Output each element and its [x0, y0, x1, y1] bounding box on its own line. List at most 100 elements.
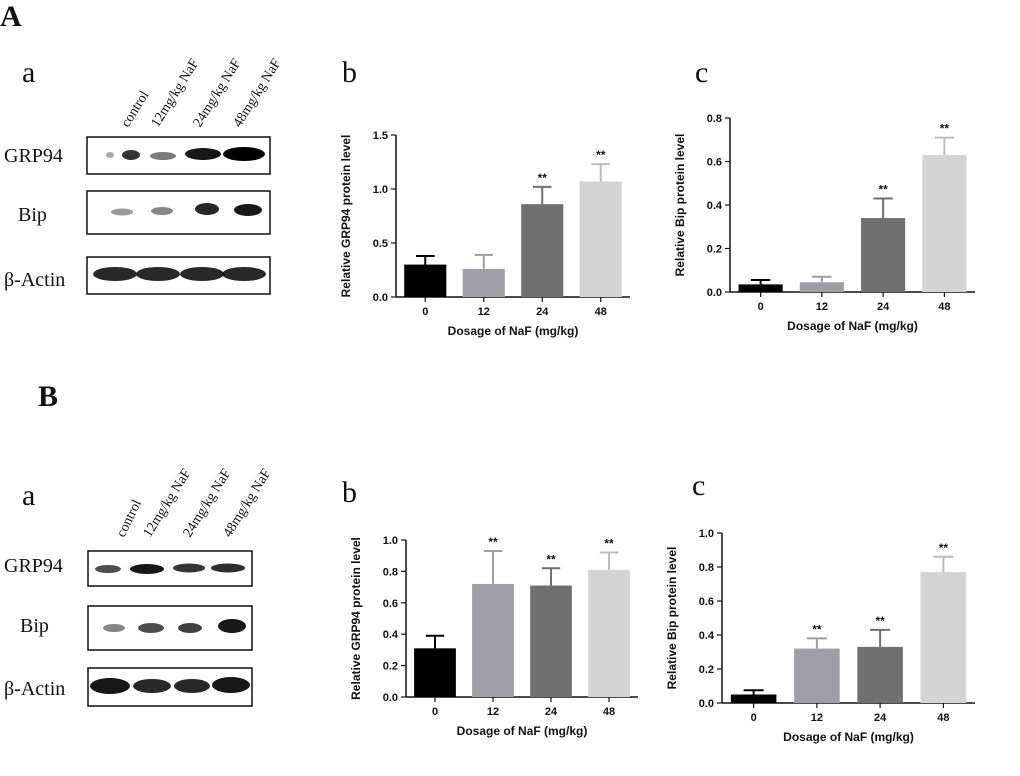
band-bip-B-3 [218, 619, 246, 633]
blot-row-label-bip: Bip [18, 204, 47, 226]
bar-0 [414, 648, 456, 697]
bar-24 [521, 204, 564, 297]
chart-B-b-grp94: 0.0 0.2 0.4 0.6 0.8 1.0 0 12 ** 24 ** 48 ** Dosage of… [349, 535, 638, 738]
band-grp94-B-3 [211, 563, 245, 573]
bar-24 [530, 585, 572, 697]
y-tick-label: 0.6 [699, 596, 714, 608]
bar-12 [799, 282, 844, 292]
x-tick-label: 48 [595, 306, 607, 318]
bar-24 [861, 218, 906, 292]
y-tick-label: 0.6 [383, 598, 398, 610]
lane-label-control: control [119, 88, 153, 130]
significance-label: ** [546, 552, 556, 566]
y-tick-label: 1.0 [699, 528, 714, 540]
blot-row-label-actin: β-Actin [4, 678, 65, 700]
x-tick-label: 24 [874, 712, 887, 724]
blot-row-label-bip: Bip [20, 615, 49, 637]
y-tick-label: 1.0 [373, 184, 388, 196]
band-actin-B-0 [90, 678, 130, 694]
y-tick-label: 0.0 [383, 692, 398, 704]
band-grp94-A-4 [223, 147, 265, 161]
bar-12 [462, 268, 505, 297]
y-tick-label: 0.2 [383, 661, 398, 673]
subpanel-letter-B-b: b [342, 476, 357, 509]
y-tick-label: 0.2 [707, 244, 722, 256]
x-tick-label: 48 [603, 706, 615, 718]
band-grp94-A-1 [122, 150, 140, 160]
lane-label-control: control [114, 497, 145, 539]
subpanel-letter-B-a: a [22, 479, 35, 512]
western-blot-B: control 12mg/kg NaF 24mg/kg NaF 48mg/kg … [4, 466, 275, 707]
band-bip-A-2 [195, 203, 219, 215]
significance-label: ** [538, 171, 548, 185]
subpanel-letter-A-a: a [22, 56, 35, 89]
x-tick-label: 48 [938, 301, 950, 313]
band-actin-A-1 [136, 267, 180, 281]
band-actin-B-2 [174, 679, 210, 693]
x-axis-title: Dosage of NaF (mg/kg) [783, 730, 914, 744]
y-tick-label: 0.2 [699, 664, 714, 676]
y-tick-label: 0.0 [699, 698, 714, 710]
y-tick-label: 0.8 [707, 113, 722, 125]
significance-label: ** [939, 541, 949, 555]
significance-label: ** [596, 148, 606, 162]
y-tick-label: 0.4 [699, 630, 715, 642]
x-tick-label: 48 [937, 712, 949, 724]
y-tick-label: 0.5 [373, 238, 388, 250]
subpanel-letter-A-c: c [695, 56, 708, 89]
blot-row-label-actin: β-Actin [4, 269, 65, 291]
y-tick-label: 1.5 [373, 130, 388, 142]
x-tick-label: 12 [478, 306, 490, 318]
x-tick-label: 24 [536, 306, 549, 318]
y-tick-label: 0.8 [383, 566, 398, 578]
band-actin-A-3 [222, 267, 266, 281]
panel-letter-B: B [38, 380, 58, 413]
bar-12 [472, 583, 514, 697]
band-grp94-B-1 [130, 564, 164, 574]
y-axis-title: Relative Bip protein level [673, 134, 687, 277]
band-grp94-A-2 [150, 152, 176, 160]
x-axis-title: Dosage of NaF (mg/kg) [787, 319, 918, 333]
x-tick-label: 24 [877, 301, 890, 313]
y-tick-label: 0.6 [707, 157, 722, 169]
y-axis-title: Relative GRP94 protein level [339, 135, 353, 298]
band-grp94-A-3 [185, 148, 221, 160]
band-actin-B-1 [133, 679, 171, 693]
panel-letter-A: A [0, 0, 22, 33]
subpanel-letter-B-c: c [692, 469, 705, 502]
band-bip-B-2 [178, 623, 202, 633]
bar-48 [579, 181, 622, 297]
chart-B-c-bip: 0.0 0.2 0.4 0.6 0.8 1.0 0 12 ** 24 ** 48 ** Dosage of… [665, 528, 975, 744]
band-grp94-B-2 [173, 563, 205, 573]
x-axis-title: Dosage of NaF (mg/kg) [457, 724, 588, 738]
blot-row-label-grp94: GRP94 [4, 555, 63, 577]
y-tick-label: 0.4 [383, 629, 399, 641]
band-bip-B-1 [138, 623, 164, 633]
significance-label: ** [488, 535, 498, 549]
x-axis-title: Dosage of NaF (mg/kg) [448, 324, 579, 338]
band-bip-A-1 [151, 207, 173, 215]
bar-48 [920, 572, 967, 703]
bar-0 [738, 284, 783, 292]
bar-0 [730, 694, 777, 703]
band-actin-A-2 [180, 267, 224, 281]
x-tick-label: 0 [751, 712, 757, 724]
x-tick-label: 0 [422, 306, 428, 318]
y-tick-label: 0.0 [707, 287, 722, 299]
significance-label: ** [812, 622, 822, 636]
bar-48 [588, 569, 630, 697]
significance-label: ** [940, 122, 950, 136]
significance-label: ** [878, 182, 888, 196]
x-tick-label: 12 [816, 301, 828, 313]
y-tick-label: 0.4 [707, 200, 723, 212]
bar-0 [404, 264, 447, 297]
y-tick-label: 0.0 [373, 292, 388, 304]
y-axis-title: Relative GRP94 protein level [349, 537, 363, 700]
bar-24 [857, 646, 903, 703]
chart-A-c-bip: 0.0 0.2 0.4 0.6 0.8 0 12 24 ** 48 ** Dosage of NaF … [673, 113, 975, 333]
band-actin-B-3 [212, 677, 250, 693]
blot-row-label-grp94: GRP94 [4, 145, 63, 167]
bar-12 [794, 648, 840, 703]
bar-48 [922, 154, 967, 292]
